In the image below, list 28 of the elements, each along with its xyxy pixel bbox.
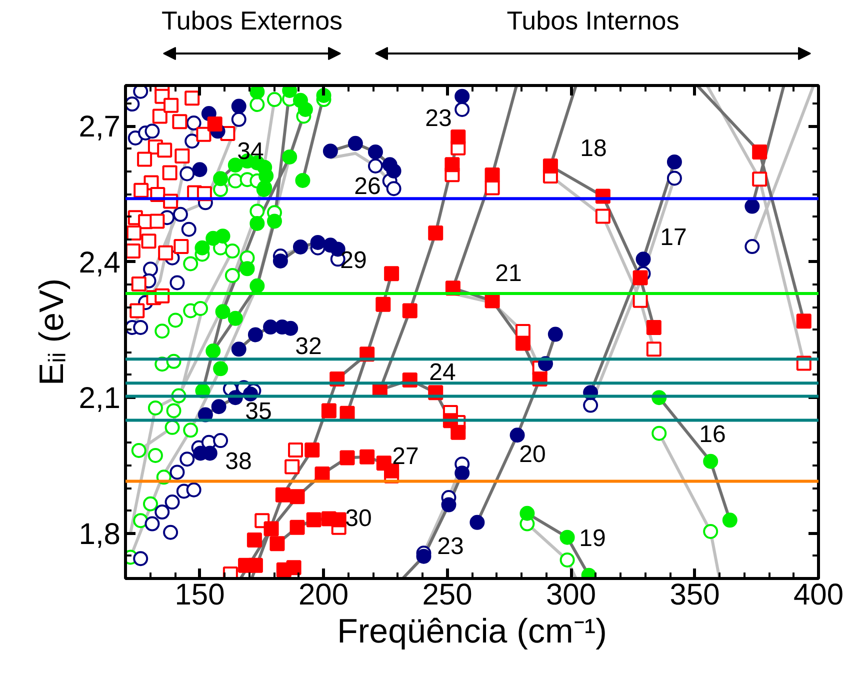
text: Tubos Externos (161, 6, 343, 36)
annotation: 38 (225, 448, 252, 475)
annotation: 18 (580, 135, 607, 162)
x-tick-label: 300 (546, 578, 596, 612)
y-tick-label: 2,7 (78, 110, 121, 144)
y-tick-label: 2,1 (78, 382, 121, 416)
annotation: 17 (660, 224, 687, 251)
x-tick-label: 200 (298, 578, 349, 612)
x-tick-label: 150 (174, 578, 225, 612)
annotation: 26 (354, 173, 381, 200)
x-tick-label: 400 (793, 578, 844, 612)
annotation: 23 (425, 105, 452, 132)
annotation: 27 (392, 443, 419, 470)
annotation: 19 (579, 525, 606, 552)
annotation: 32 (295, 333, 322, 360)
annotation: 21 (495, 260, 522, 287)
y-axis-title: Eᵢᵢ (eV) (32, 278, 71, 386)
annotation: 16 (699, 421, 726, 448)
x-tick-label: 350 (670, 578, 720, 612)
annotation: 35 (245, 398, 272, 425)
text: Tubos Internos (506, 6, 680, 36)
x-tick-label: 250 (422, 578, 472, 612)
annotation: 24 (429, 359, 456, 386)
annotation: 23 (437, 533, 464, 560)
y-tick-label: 1,8 (78, 518, 121, 551)
y-tick-label: 2,4 (78, 246, 121, 280)
annotation: 20 (519, 441, 546, 468)
x-axis-title: Freqüência (cm⁻¹) (337, 612, 607, 650)
